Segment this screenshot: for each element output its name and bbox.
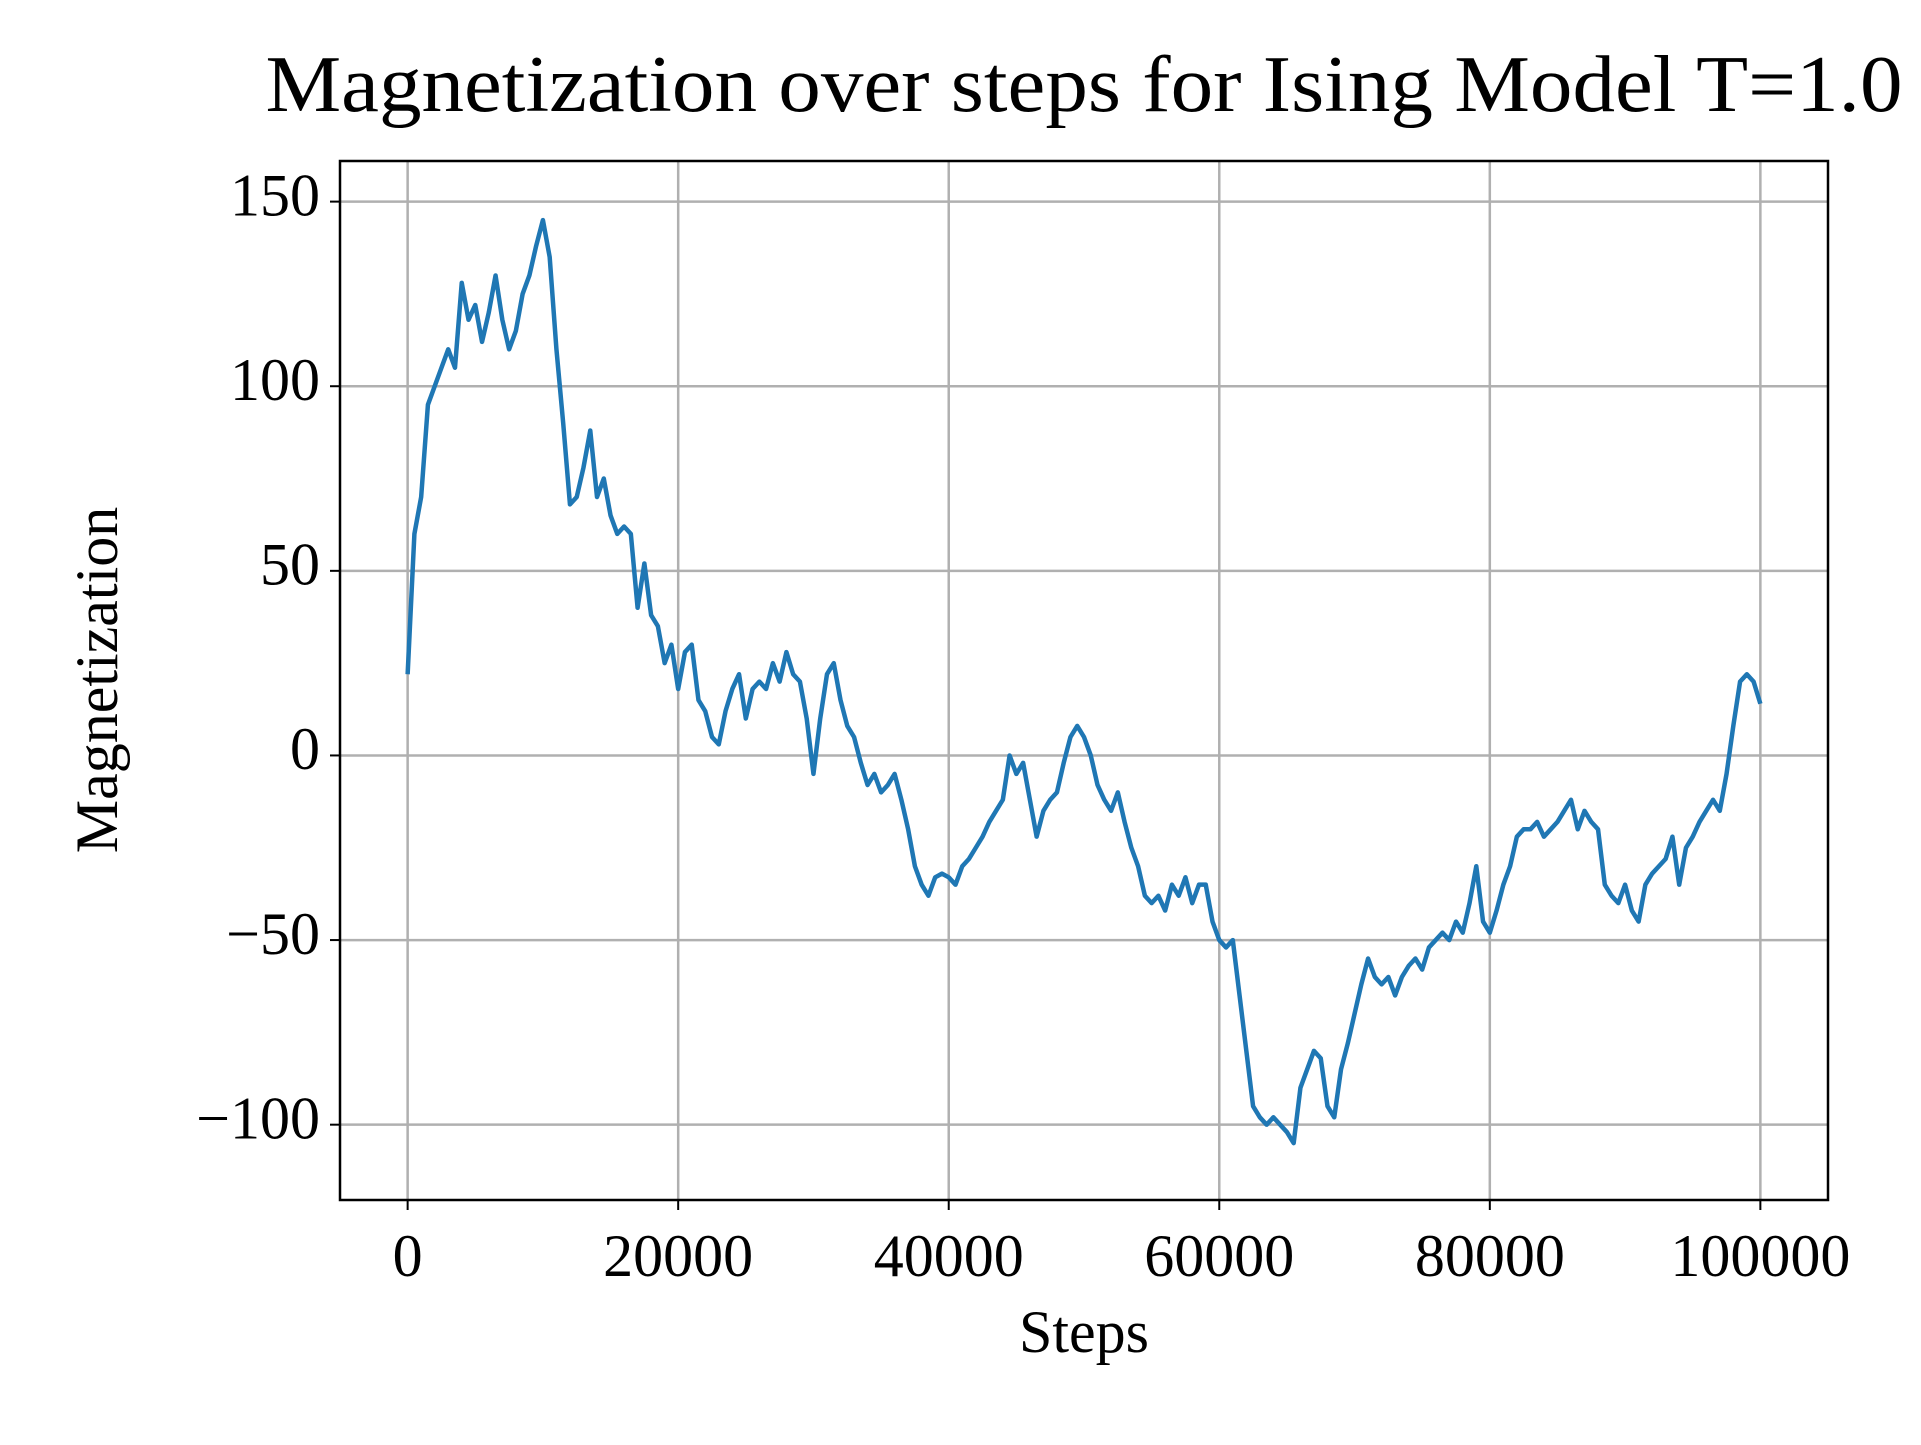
x-tick-label: 100000	[1670, 1223, 1850, 1289]
x-axis-label: Steps	[1019, 1299, 1149, 1365]
x-tick-label: 60000	[1144, 1223, 1294, 1289]
y-axis-label: Magnetization	[64, 507, 130, 854]
y-tick-label: −100	[196, 1085, 320, 1151]
plot-frame	[338, 159, 1830, 1202]
y-tick-label: 0	[290, 716, 320, 782]
x-tick-label: 40000	[874, 1223, 1024, 1289]
x-tick-label: 20000	[603, 1223, 753, 1289]
y-tick-label: 50	[260, 532, 320, 598]
y-tick-label: 100	[230, 347, 320, 413]
chart-title: Magnetization over steps for Ising Model…	[266, 41, 1903, 129]
y-tick-label: −50	[226, 901, 320, 967]
data-line	[405, 217, 1763, 1146]
y-tick-label: 150	[230, 162, 320, 228]
x-tick-label: 80000	[1415, 1223, 1565, 1289]
x-tick-label: 0	[393, 1223, 423, 1289]
